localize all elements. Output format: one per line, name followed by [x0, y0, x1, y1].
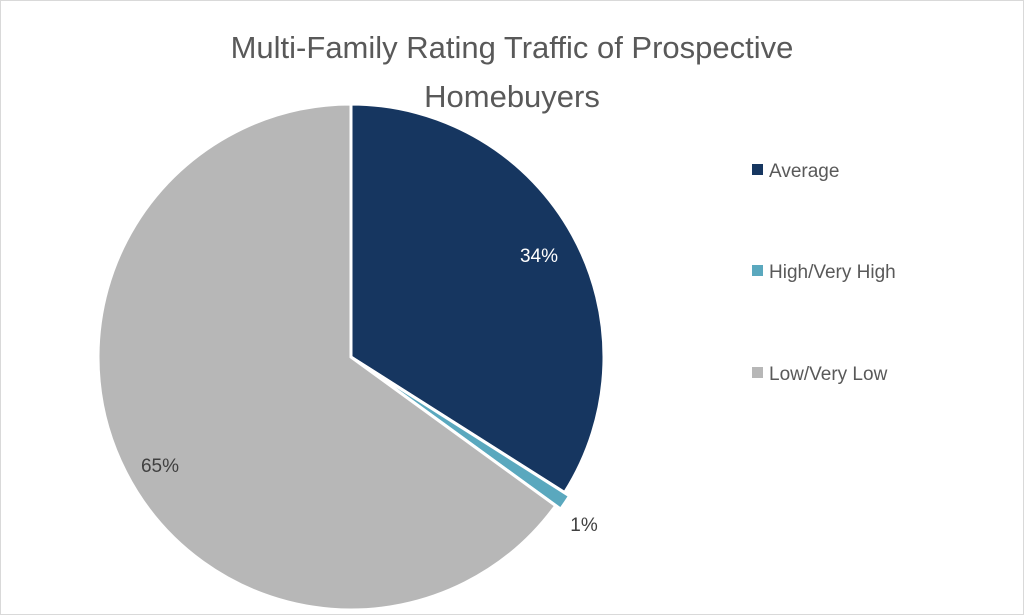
legend-label-average: Average [769, 161, 839, 182]
data-label-low: 65% [141, 456, 179, 477]
legend-label-high: High/Very High [769, 262, 896, 283]
legend-swatch-low [752, 367, 763, 378]
legend-label-low: Low/Very Low [769, 364, 888, 385]
legend-swatch-average [752, 164, 763, 175]
legend: Average High/Very High Low/Very Low [752, 161, 896, 385]
pie-slice-high [355, 359, 572, 512]
chart-title-line-1: Multi-Family Rating Traffic of Prospecti… [231, 30, 794, 65]
chart-title-line-2: Homebuyers [424, 79, 600, 114]
legend-swatch-high [752, 265, 763, 276]
pie-slice-average [349, 102, 606, 495]
data-label-high: 1% [570, 515, 598, 536]
pie-slice-low [96, 102, 558, 612]
data-label-average: 34% [520, 246, 558, 267]
